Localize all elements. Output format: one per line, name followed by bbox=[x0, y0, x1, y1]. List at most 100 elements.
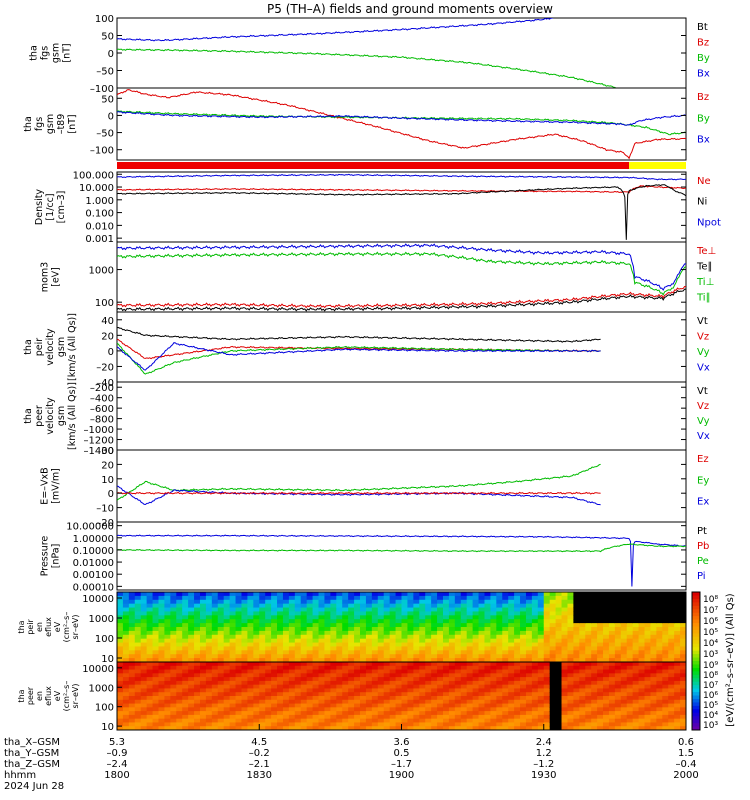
spectrogram-cell bbox=[330, 673, 337, 678]
spectrogram-cell bbox=[401, 714, 408, 720]
spectrogram-cell bbox=[656, 615, 663, 620]
spectrogram-cell bbox=[401, 680, 408, 686]
spectrogram-cell bbox=[454, 726, 462, 731]
spectrogram-cell bbox=[614, 696, 622, 701]
spectrogram-cell bbox=[235, 603, 242, 609]
spectrogram-cell bbox=[188, 677, 195, 682]
spectrogram-cell bbox=[330, 722, 337, 727]
spectrogram-cell bbox=[656, 650, 663, 655]
spectrogram-cell bbox=[229, 684, 237, 689]
spectrogram-cell bbox=[490, 603, 497, 609]
spectrogram-cell bbox=[466, 619, 474, 624]
spectrogram-cell bbox=[146, 630, 154, 636]
spectrogram-cell bbox=[365, 692, 373, 697]
spectrogram-cell bbox=[603, 688, 610, 693]
spectrogram-cell bbox=[122, 711, 130, 716]
spectrogram-cell bbox=[496, 726, 503, 731]
spectrogram-cell bbox=[336, 634, 343, 640]
spectrogram-cell bbox=[437, 688, 444, 693]
spectrogram-cell bbox=[282, 603, 290, 609]
spectrogram-cell bbox=[152, 722, 159, 727]
spectrogram-cell bbox=[354, 619, 361, 624]
panel-frame bbox=[116, 521, 687, 591]
spectrogram-cell bbox=[460, 658, 468, 663]
spectrogram-cell bbox=[466, 680, 474, 686]
spectrogram-cell bbox=[401, 623, 408, 628]
y-axis-label: tha peir en eflux eV (cm²–s– sr–eV) bbox=[17, 612, 80, 643]
spectrogram-cell bbox=[377, 646, 385, 651]
spectrogram-cell bbox=[656, 623, 663, 628]
spectrogram-cell bbox=[158, 654, 165, 659]
spectrogram-cell bbox=[211, 726, 219, 731]
spectrogram-cell bbox=[502, 726, 509, 731]
spectrogram-cell bbox=[342, 718, 349, 723]
spectrogram-cell bbox=[472, 634, 480, 640]
spectrogram-cell bbox=[614, 707, 622, 712]
spectrogram-cell bbox=[205, 718, 213, 723]
spectrogram-cell bbox=[152, 677, 159, 682]
spectrogram-cell bbox=[668, 722, 675, 727]
spectrogram-cell bbox=[537, 726, 545, 731]
spectrogram-cell bbox=[680, 607, 687, 612]
spectrogram-cell bbox=[460, 638, 468, 644]
spectrogram-cell bbox=[211, 718, 219, 723]
spectrogram-cell bbox=[354, 722, 361, 727]
spectrogram-cell bbox=[591, 623, 598, 628]
spectrogram-cell bbox=[253, 707, 260, 712]
spectrogram-cell bbox=[543, 627, 551, 632]
spectrogram-cell bbox=[490, 607, 497, 612]
spectrogram-cell bbox=[128, 627, 136, 632]
spectrogram-cell bbox=[342, 615, 349, 620]
spectrogram-cell bbox=[241, 688, 248, 693]
spectrogram-cell bbox=[573, 662, 580, 667]
spectrogram-cell bbox=[496, 696, 503, 701]
spectrogram-cell bbox=[158, 611, 165, 616]
spectrogram-cell bbox=[401, 665, 408, 671]
spectrogram-cell bbox=[466, 718, 474, 723]
spectrogram-cell bbox=[561, 638, 568, 644]
spectrogram-cell bbox=[128, 684, 136, 689]
spectrogram-cell bbox=[555, 658, 563, 663]
spectrogram-cell bbox=[164, 630, 171, 636]
spectrogram-cell bbox=[271, 627, 278, 632]
spectrogram-cell bbox=[324, 611, 331, 616]
spectrogram-cell bbox=[543, 714, 551, 720]
spectrogram-cell bbox=[395, 592, 402, 597]
spectrogram-cell bbox=[591, 696, 598, 701]
spectrogram-cell bbox=[525, 662, 533, 667]
spectrogram-cell bbox=[306, 726, 314, 731]
legend-entry: Vx bbox=[697, 363, 710, 374]
spectrogram-cell bbox=[632, 654, 640, 659]
spectrogram-cell bbox=[543, 677, 551, 682]
panel-frame bbox=[116, 449, 687, 523]
spectrogram-cell bbox=[265, 662, 272, 667]
spectrogram-cell bbox=[128, 646, 136, 651]
spectrogram-cell bbox=[585, 726, 592, 731]
spectrogram-cell bbox=[134, 714, 142, 720]
legend-entry: Ti⊥ bbox=[696, 277, 714, 288]
spectrogram-cell bbox=[454, 595, 462, 601]
spectrogram-cell bbox=[567, 684, 574, 689]
spectrogram-cell bbox=[555, 692, 563, 697]
spectrogram-cell bbox=[360, 688, 367, 693]
series-Te∥ bbox=[117, 288, 686, 312]
spectrogram-cell bbox=[354, 650, 361, 655]
spectrogram-cell bbox=[253, 722, 260, 727]
spectrogram-cell bbox=[199, 669, 207, 674]
spectrogram-cell bbox=[549, 619, 557, 624]
spectrogram-cell bbox=[644, 646, 651, 651]
spectrogram-cell bbox=[531, 714, 539, 720]
spectrogram-cell bbox=[265, 696, 272, 701]
spectrogram-cell bbox=[194, 665, 201, 671]
spectrogram-cell bbox=[241, 615, 248, 620]
spectrogram-cell bbox=[395, 623, 402, 628]
spectrogram-cell bbox=[330, 665, 337, 671]
spectrogram-cell bbox=[680, 707, 687, 712]
spectrogram-cell bbox=[472, 623, 480, 628]
spectrogram-cell bbox=[176, 638, 183, 644]
spectrogram-cell bbox=[336, 703, 343, 708]
spectrogram-cell bbox=[520, 684, 527, 689]
colorbar-tick-label: 10³ bbox=[703, 650, 718, 660]
spectrogram-cell bbox=[454, 703, 462, 708]
